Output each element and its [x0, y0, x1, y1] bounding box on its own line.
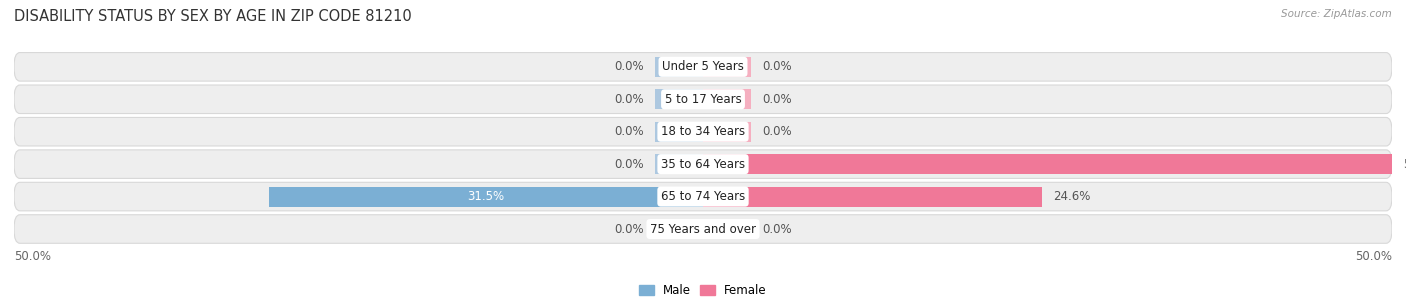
Text: DISABILITY STATUS BY SEX BY AGE IN ZIP CODE 81210: DISABILITY STATUS BY SEX BY AGE IN ZIP C…: [14, 9, 412, 24]
Bar: [703, 187, 1042, 206]
Text: 0.0%: 0.0%: [614, 223, 644, 235]
Text: 5 to 17 Years: 5 to 17 Years: [665, 93, 741, 106]
Text: 65 to 74 Years: 65 to 74 Years: [661, 190, 745, 203]
Text: 50.0%: 50.0%: [1403, 158, 1406, 170]
FancyBboxPatch shape: [14, 215, 1392, 243]
Text: 50.0%: 50.0%: [1355, 250, 1392, 263]
Bar: [655, 122, 703, 142]
Bar: [655, 219, 703, 239]
Text: 24.6%: 24.6%: [1053, 190, 1091, 203]
Bar: [703, 57, 751, 77]
FancyBboxPatch shape: [14, 52, 1392, 81]
Text: 50.0%: 50.0%: [14, 250, 51, 263]
Legend: Male, Female: Male, Female: [634, 279, 772, 301]
FancyBboxPatch shape: [14, 85, 1392, 113]
Text: Under 5 Years: Under 5 Years: [662, 60, 744, 73]
Text: 18 to 34 Years: 18 to 34 Years: [661, 125, 745, 138]
Text: 0.0%: 0.0%: [762, 223, 792, 235]
Bar: [655, 57, 703, 77]
Bar: [703, 122, 751, 142]
Text: 31.5%: 31.5%: [467, 190, 505, 203]
Text: 0.0%: 0.0%: [762, 60, 792, 73]
Text: 0.0%: 0.0%: [614, 93, 644, 106]
Text: 0.0%: 0.0%: [762, 93, 792, 106]
Text: 0.0%: 0.0%: [614, 125, 644, 138]
Bar: [655, 154, 703, 174]
Bar: [655, 89, 703, 109]
Bar: [703, 154, 1392, 174]
Text: 0.0%: 0.0%: [614, 158, 644, 170]
Text: 75 Years and over: 75 Years and over: [650, 223, 756, 235]
Text: 0.0%: 0.0%: [762, 125, 792, 138]
Bar: [703, 219, 751, 239]
FancyBboxPatch shape: [14, 182, 1392, 211]
Bar: [269, 187, 703, 206]
Text: 0.0%: 0.0%: [614, 60, 644, 73]
Text: 35 to 64 Years: 35 to 64 Years: [661, 158, 745, 170]
FancyBboxPatch shape: [14, 117, 1392, 146]
Bar: [703, 89, 751, 109]
Text: Source: ZipAtlas.com: Source: ZipAtlas.com: [1281, 9, 1392, 19]
FancyBboxPatch shape: [14, 150, 1392, 178]
